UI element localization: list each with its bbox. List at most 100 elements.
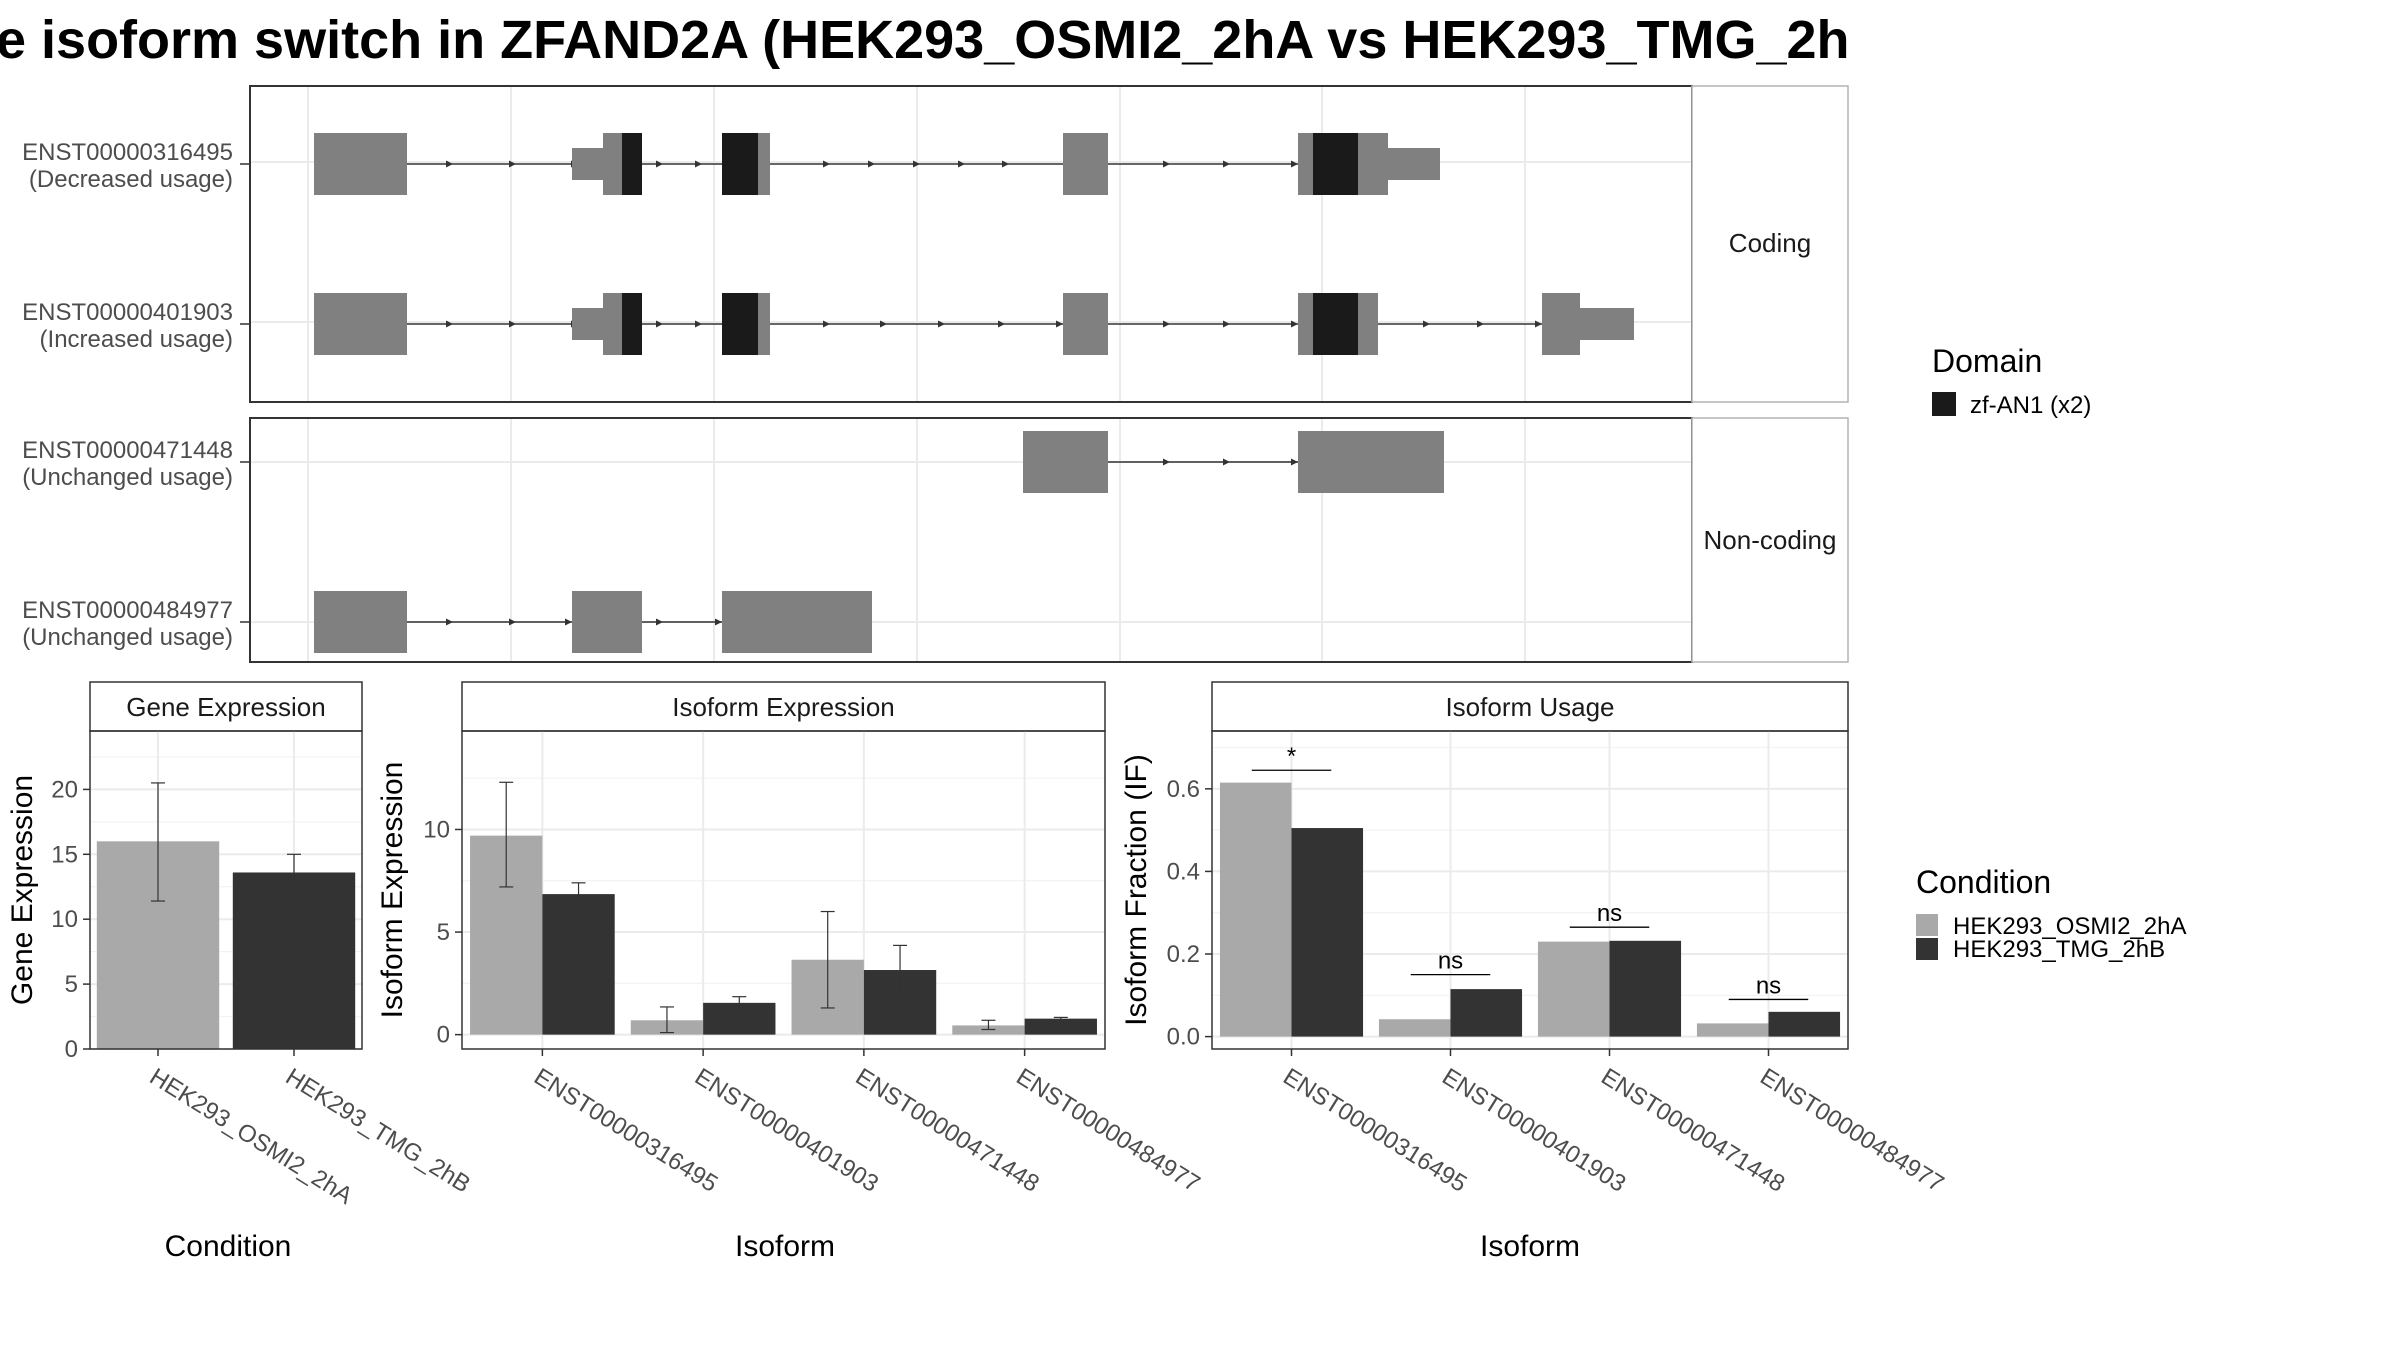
error-bar <box>499 781 514 888</box>
intron-direction-arrow <box>823 160 830 168</box>
y-tick-label: 10 <box>51 906 78 933</box>
transcript-usage-label: (Increased usage) <box>40 326 233 353</box>
noncoding-panel-background <box>250 418 1692 662</box>
domain-legend: Domain zf-AN1 (x2) <box>1932 343 2091 419</box>
isoform-usage-panel-border <box>1211 730 1849 1050</box>
coding-exon <box>1063 133 1108 195</box>
intron-direction-arrow <box>509 160 516 168</box>
y-tick-label: 5 <box>65 971 78 998</box>
transcript-id-label: ENST00000401903 <box>22 299 233 326</box>
intron-direction-arrow <box>1477 320 1484 328</box>
isoform-expression-y-axis-title: Isoform Expression <box>376 762 409 1019</box>
bar-ENST00000401903-HEK293_OSMI2_2hA <box>1378 1019 1451 1037</box>
isoform-usage-strip <box>1211 681 1849 732</box>
transcript-structure-panel: Coding Non-coding ENST00000316495(Decrea… <box>22 85 1849 663</box>
y-tick-label: 0.4 <box>1167 858 1200 885</box>
zf-an1-domain <box>1313 293 1358 355</box>
intron-direction-arrow <box>565 618 572 626</box>
transcript-id-label: ENST00000471448 <box>22 437 233 464</box>
y-tick-label: 0.6 <box>1167 776 1200 803</box>
error-bar <box>893 944 908 995</box>
transcript-usage-label: (Decreased usage) <box>29 166 233 193</box>
significance-label: ns <box>1756 972 1781 999</box>
significance-label: ns <box>1597 900 1622 927</box>
intron-direction-arrow <box>509 618 516 626</box>
intron-direction-arrow <box>1223 160 1230 168</box>
intron-direction-arrow <box>715 618 722 626</box>
intron-direction-arrow <box>868 160 875 168</box>
coding-exon <box>1023 431 1108 493</box>
intron-direction-arrow <box>656 618 663 626</box>
transcript-id-label: ENST00000484977 <box>22 597 233 624</box>
bar-ENST00000471448-HEK293_TMG_2hB <box>1609 940 1682 1037</box>
noncoding-strip-label: Non-coding <box>1704 525 1837 555</box>
y-tick-label: 0 <box>65 1036 78 1063</box>
condition-legend-label-b: HEK293_TMG_2hB <box>1953 936 2165 963</box>
condition-legend-swatch-b <box>1916 938 1938 960</box>
utr-exon <box>572 308 603 340</box>
error-bar <box>287 853 301 890</box>
noncoding-strip-box <box>1691 417 1849 663</box>
domain-legend-label: zf-AN1 (x2) <box>1970 392 2091 419</box>
coding-strip-box <box>1691 85 1849 403</box>
transcript-ENST00000484977 <box>314 591 872 653</box>
y-tick-label: 5 <box>437 919 450 946</box>
transcript-ENST00000471448 <box>1023 431 1444 493</box>
intron-direction-arrow <box>823 320 830 328</box>
gene-expression-strip-title: Gene Expression <box>126 692 325 722</box>
zf-an1-domain <box>622 133 642 195</box>
coding-panel-background <box>250 86 1692 402</box>
coding-exon <box>572 591 642 653</box>
intron-direction-arrow <box>446 320 453 328</box>
intron-direction-arrow <box>1423 320 1430 328</box>
utr-exon <box>572 148 603 180</box>
intron-direction-arrow <box>509 320 516 328</box>
coding-exon <box>314 591 407 653</box>
intron-direction-arrow <box>656 320 663 328</box>
error-bar <box>820 910 835 1009</box>
zf-an1-domain <box>722 133 758 195</box>
transcript-usage-label: (Unchanged usage) <box>22 624 233 651</box>
intron-direction-arrow <box>938 320 945 328</box>
bar-HEK293_TMG_2hB <box>232 872 356 1049</box>
intron-direction-arrow <box>998 320 1005 328</box>
intron-direction-arrow <box>1291 320 1298 328</box>
significance-label: ns <box>1438 948 1463 975</box>
bar-ENST00000316495-HEK293_OSMI2_2hA <box>1219 782 1292 1037</box>
intron-direction-arrow <box>880 320 887 328</box>
coding-strip-label: Coding <box>1729 228 1811 258</box>
utr-exon <box>1388 148 1440 180</box>
y-tick-label: 0.0 <box>1167 1024 1200 1051</box>
intron-direction-arrow <box>695 160 702 168</box>
figure-title: e isoform switch in ZFAND2A (HEK293_OSMI… <box>0 10 1850 70</box>
bar-ENST00000484977-HEK293_TMG_2hB <box>1768 1011 1841 1037</box>
domain-legend-title: Domain <box>1932 343 2042 379</box>
bar-ENST00000471448-HEK293_OSMI2_2hA <box>1537 941 1610 1037</box>
isoform-expression-x-axis-title: Isoform <box>735 1230 835 1263</box>
y-tick-label: 0 <box>437 1022 450 1049</box>
bar-ENST00000316495-HEK293_TMG_2hB <box>1291 828 1364 1037</box>
coding-exon <box>722 591 872 653</box>
intron-direction-arrow <box>913 160 920 168</box>
coding-exon <box>1298 431 1444 493</box>
zf-an1-domain <box>1313 133 1358 195</box>
isoform-usage-y-axis-title: Isoform Fraction (IF) <box>1120 754 1153 1026</box>
coding-exon <box>314 293 407 355</box>
bar-ENST00000316495-HEK293_TMG_2hB <box>542 894 615 1035</box>
bar-ENST00000484977-HEK293_TMG_2hB <box>1024 1018 1097 1035</box>
isoform-expression-panel-border <box>461 730 1106 1050</box>
bar-ENST00000401903-HEK293_TMG_2hB <box>1450 989 1523 1037</box>
transcript-usage-label: (Unchanged usage) <box>22 464 233 491</box>
coding-exon <box>1542 293 1580 355</box>
zf-an1-domain <box>622 293 642 355</box>
intron-direction-arrow <box>1535 320 1542 328</box>
utr-exon <box>1580 308 1634 340</box>
gene-expression-x-axis-title: Condition <box>165 1230 292 1263</box>
intron-direction-arrow <box>1223 320 1230 328</box>
condition-legend-title: Condition <box>1916 864 2051 900</box>
condition-legend-label-a: HEK293_OSMI2_2hA <box>1953 913 2186 940</box>
intron-direction-arrow <box>1163 458 1170 466</box>
isoform-usage-chart: Isoform Usage0.00.20.40.6*nsnsnsENST0000… <box>1120 681 1948 1263</box>
error-bar <box>732 996 747 1010</box>
